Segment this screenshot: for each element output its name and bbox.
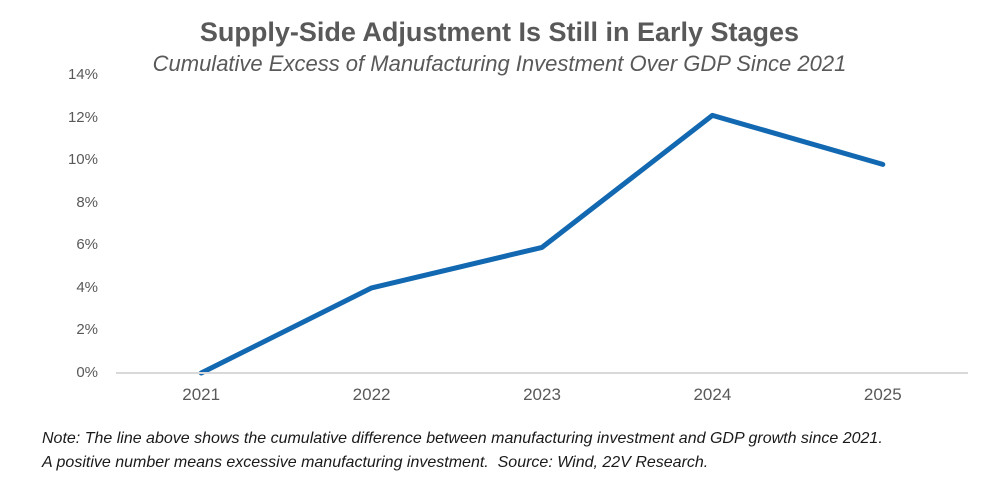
x-tick-label-2022: 2022 <box>352 385 391 404</box>
x-tick-label-2021: 2021 <box>182 385 221 404</box>
y-tick-label-10: 10% <box>67 151 98 169</box>
chart-subtitle: Cumulative Excess of Manufacturing Inves… <box>152 51 847 76</box>
chart-title: Supply-Side Adjustment Is Still in Early… <box>199 17 800 47</box>
y-tick-label-4: 4% <box>76 278 98 296</box>
y-tick-label-6: 6% <box>76 236 98 254</box>
y-tick-label-12: 12% <box>67 108 98 126</box>
series-line <box>198 112 886 376</box>
x-tick-label-2025: 2025 <box>863 385 902 404</box>
y-tick-label-8: 8% <box>76 193 98 211</box>
y-tick-label-2: 2% <box>76 321 98 339</box>
y-tick-label-0: 0% <box>76 364 98 381</box>
footnote-line-1: Note: The line above shows the cumulativ… <box>42 430 883 447</box>
y-tick-label-14: 14% <box>67 66 98 83</box>
footnote-line-2: A positive number means excessive manufa… <box>42 454 709 471</box>
x-tick-label-2024: 2024 <box>693 385 732 404</box>
footnote: Note: The line above shows the cumulativ… <box>42 427 883 475</box>
x-tick-label-2023: 2023 <box>523 385 561 404</box>
x-axis-line <box>116 372 968 374</box>
